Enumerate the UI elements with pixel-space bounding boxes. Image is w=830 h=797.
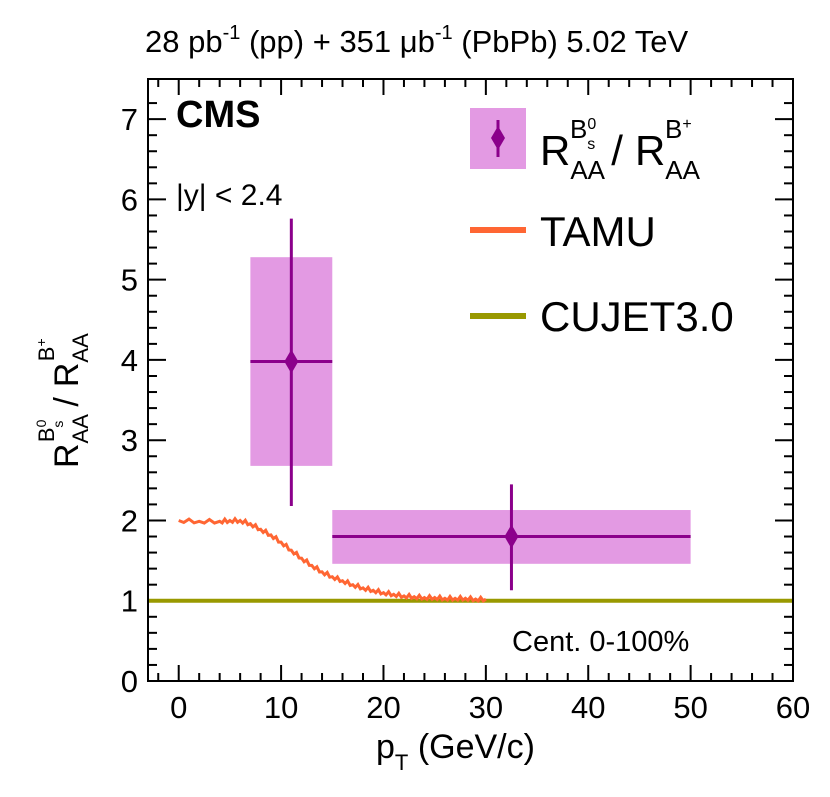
cms-label: CMS [176,94,260,136]
legend-data-marker [491,126,505,150]
tamu-series [178,516,487,603]
x-tick-label: 40 [571,690,605,725]
x-tick-label: 60 [776,690,810,725]
x-tick-label: 10 [264,690,298,725]
legend: RAAB0 s / RAAB+ TAMU CUJET3.0 [470,108,734,340]
y-tick-label: 1 [121,584,138,619]
legend-item-data: RAAB0 s / RAAB+ [470,108,701,185]
tamu-line [178,516,487,603]
plot-frame [147,78,794,682]
y-tick-labels: 0 1 2 3 4 5 6 7 [121,102,138,699]
data-point-1 [504,524,519,549]
x-tick-label: 20 [366,690,400,725]
x-tick-label: 0 [170,690,187,725]
x-tick-label: 50 [673,690,707,725]
y-tick-label: 5 [121,263,138,298]
y-tick-label: 6 [121,182,138,217]
y-axis-title: RAAB0s/RAAB+ [33,333,93,468]
legend-tamu-label: TAMU [540,208,656,255]
y-tick-label: 2 [121,503,138,538]
axis-ticks [148,79,794,682]
legend-item-tamu: TAMU [470,208,656,255]
y-tick-label: 3 [121,423,138,458]
svg-text:RAAB0s/RAAB+: RAAB0s/RAAB+ [33,333,93,468]
y-tick-label: 4 [121,343,138,378]
y-tick-label: 7 [121,102,138,137]
x-axis-title: pT (GeV/c) [376,728,535,775]
legend-cujet-label: CUJET3.0 [540,293,734,340]
y-tick-label: 0 [121,664,138,699]
x-tick-labels: 0 10 20 30 40 50 60 [170,690,810,725]
x-tick-label: 30 [469,690,503,725]
legend-item-cujet: CUJET3.0 [470,293,734,340]
rapidity-label: |y| < 2.4 [176,179,282,212]
data-points [250,218,691,591]
lumi-label: 28 pb-1 (pp) + 351 μb-1 (PbPb) 5.02 TeV [145,22,689,59]
data-point-0 [284,349,299,374]
legend-data-label: RAAB0 s / RAAB+ [540,114,701,185]
centrality-label: Cent. 0-100% [512,626,689,658]
